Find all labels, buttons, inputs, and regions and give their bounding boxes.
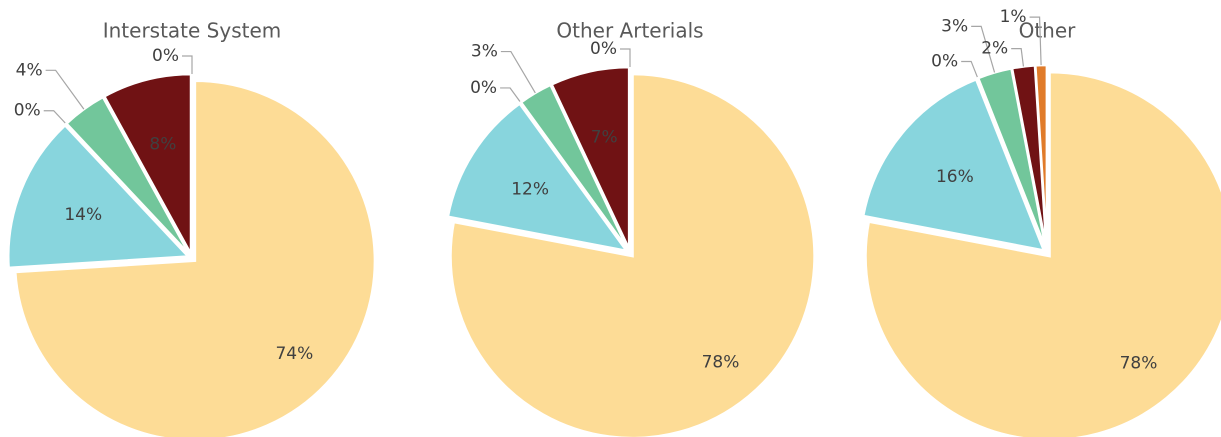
- data-label: 8%: [149, 135, 176, 155]
- data-label: 0%: [590, 39, 617, 59]
- leader-line: [1029, 16, 1042, 66]
- leader-line: [971, 25, 996, 73]
- chart-title: Other Arterials: [556, 19, 703, 43]
- data-label: 16%: [936, 167, 974, 187]
- data-label: 1%: [1000, 7, 1027, 27]
- pie-slice: [446, 101, 630, 253]
- pie-slice: [7, 123, 192, 270]
- data-label: 74%: [275, 344, 313, 364]
- pie-slice: [13, 79, 377, 437]
- pie-slice: [102, 72, 193, 255]
- leader-line: [182, 55, 193, 74]
- data-label: 3%: [471, 42, 498, 62]
- leader-line: [620, 48, 631, 67]
- data-label: 0%: [931, 51, 958, 71]
- data-label: 14%: [64, 205, 102, 225]
- data-label: 0%: [152, 46, 179, 66]
- pie-slice: [861, 77, 1046, 253]
- pie-slice: [449, 72, 816, 437]
- leader-line: [43, 110, 67, 125]
- leader-line: [961, 60, 979, 79]
- pie-slice: [64, 95, 191, 256]
- chart-title: Interstate System: [103, 19, 282, 43]
- data-label: 4%: [16, 60, 43, 80]
- pie-slice: [1033, 63, 1049, 250]
- leader-line: [1011, 48, 1025, 67]
- data-label: 2%: [981, 39, 1008, 59]
- chart-title: Other: [1019, 19, 1077, 43]
- leader-line: [45, 69, 85, 110]
- data-label: 0%: [14, 101, 41, 121]
- data-label: 0%: [470, 78, 497, 98]
- data-label: 12%: [511, 180, 549, 200]
- data-label: 3%: [941, 16, 968, 36]
- leader-line: [500, 87, 522, 103]
- pie-slice: [519, 83, 630, 251]
- pie-slice: [864, 70, 1221, 437]
- data-label: 7%: [591, 128, 618, 148]
- data-label: 78%: [1120, 354, 1158, 374]
- leader-line: [500, 50, 536, 94]
- data-label: 78%: [702, 352, 740, 372]
